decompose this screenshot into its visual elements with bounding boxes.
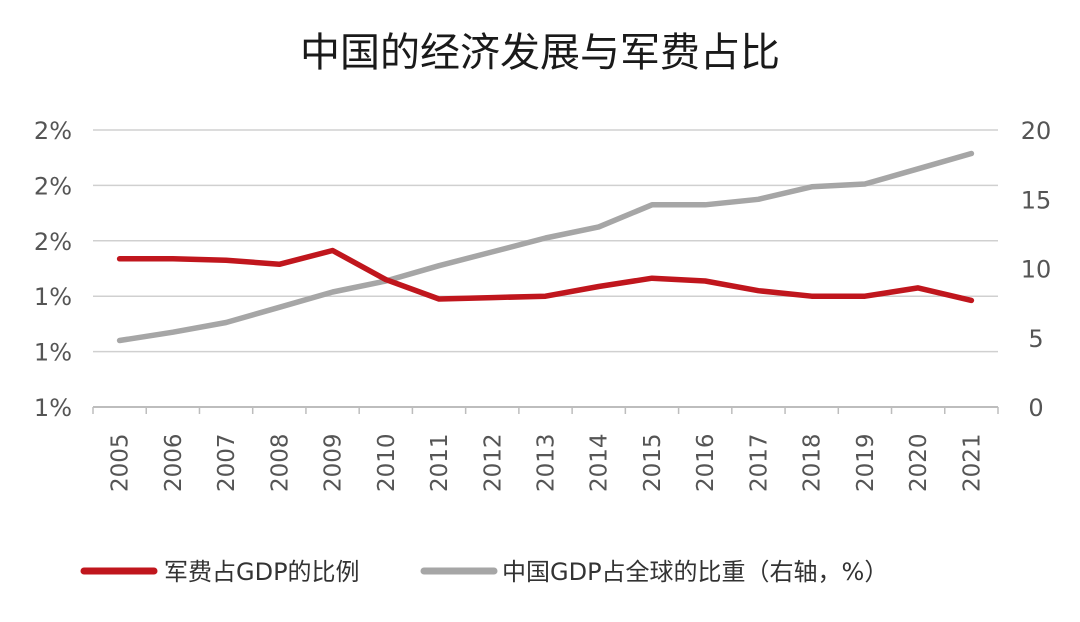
point-gdp-share (597, 225, 601, 229)
right-tick-label: 5 (1028, 325, 1043, 353)
right-tick-label: 10 (1021, 256, 1052, 284)
x-tick-label: 2018 (800, 433, 826, 492)
point-military-share (171, 257, 175, 261)
left-axis-ticks: 2% 2% 2% 1% 1% 1% (34, 117, 72, 422)
x-tick-label: 2007 (214, 433, 240, 492)
point-gdp-share (437, 264, 441, 268)
point-gdp-share (490, 250, 494, 254)
x-tick-label: 2005 (108, 433, 134, 492)
x-tick-label: 2009 (321, 433, 347, 492)
point-military-share (224, 258, 228, 262)
point-gdp-share (277, 305, 281, 309)
point-gdp-share (756, 197, 760, 201)
left-tick-label: 2% (34, 117, 72, 145)
left-tick-label: 1% (34, 283, 72, 311)
x-axis-ticks: 2005 2006 2007 2008 2009 2010 2011 2012 2013 2014… (108, 433, 986, 492)
point-military-share (703, 279, 707, 283)
x-tick-label: 2014 (587, 433, 613, 492)
point-military-share (650, 276, 654, 280)
right-tick-label: 0 (1028, 394, 1043, 422)
x-tick-label: 2008 (267, 433, 293, 492)
point-military-share (437, 297, 441, 301)
left-tick-label: 1% (34, 339, 72, 367)
left-tick-label: 2% (34, 172, 72, 200)
point-military-share (118, 257, 122, 261)
point-military-share (384, 278, 388, 282)
x-tick-label: 2017 (746, 433, 772, 492)
point-gdp-share (650, 203, 654, 207)
right-axis-ticks: 20 15 10 5 0 (1021, 117, 1052, 422)
legend-label-military: 军费占GDP的比例 (164, 558, 360, 586)
series-lines (116, 150, 975, 344)
point-gdp-share (224, 321, 228, 324)
series-line-gdp-share (116, 150, 975, 344)
x-tick-label: 2019 (853, 433, 879, 492)
right-tick-label: 15 (1021, 186, 1052, 214)
left-tick-label: 1% (34, 394, 72, 422)
x-tick-label: 2020 (906, 433, 932, 492)
point-military-share (597, 285, 601, 288)
legend-label-gdp-share: 中国GDP占全球的比重（右轴，%） (502, 558, 888, 586)
point-military-share (756, 289, 760, 293)
point-military-share (544, 294, 547, 298)
point-gdp-share (118, 339, 122, 342)
x-tick-label: 2021 (959, 433, 985, 492)
point-gdp-share (916, 167, 920, 171)
point-military-share (916, 286, 920, 290)
point-military-share (810, 294, 814, 298)
point-gdp-share (171, 330, 175, 334)
point-military-share (490, 296, 494, 300)
left-tick-label: 2% (34, 228, 72, 256)
point-military-share (331, 249, 335, 252)
point-gdp-share (810, 185, 814, 189)
x-tick-label: 2016 (693, 433, 719, 492)
x-tick-label: 2006 (161, 433, 187, 492)
point-gdp-share (544, 236, 547, 240)
x-tick-label: 2010 (374, 433, 400, 492)
gridlines (92, 129, 999, 414)
point-gdp-share (863, 182, 867, 186)
point-military-share (863, 294, 867, 298)
x-tick-label: 2011 (427, 433, 453, 492)
x-tick-label: 2015 (640, 433, 666, 492)
x-tick-label: 2012 (480, 433, 506, 492)
legend: 军费占GDP的比例 中国GDP占全球的比重（右轴，%） (80, 558, 888, 586)
point-military-share (277, 262, 281, 266)
point-military-share (969, 298, 973, 302)
chart-title: 中国的经济发展与军费占比 (300, 30, 780, 76)
x-tick-label: 2013 (534, 433, 560, 492)
point-gdp-share (969, 152, 973, 155)
point-gdp-share (331, 290, 335, 294)
right-tick-label: 20 (1021, 117, 1052, 145)
point-gdp-share (703, 203, 707, 207)
series-line-military-share (116, 247, 975, 304)
